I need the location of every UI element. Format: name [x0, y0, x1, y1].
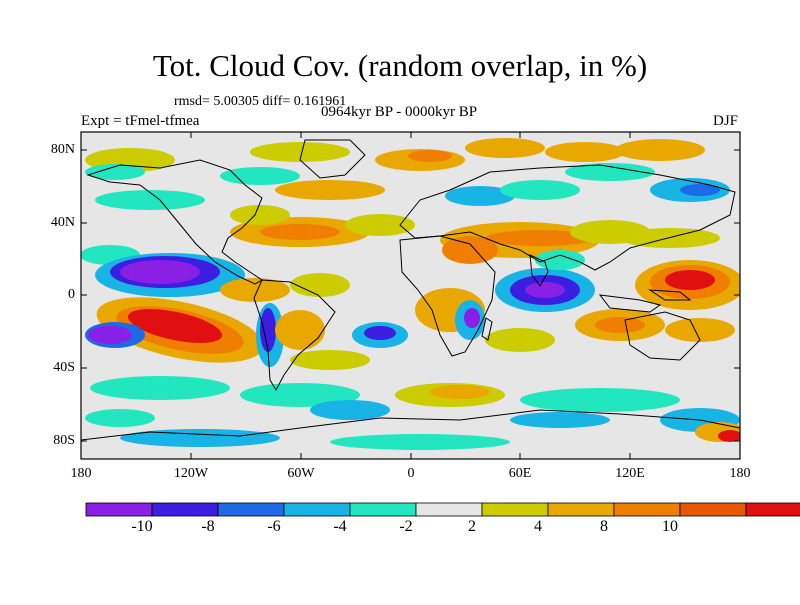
y-tick-label: 40S [53, 360, 75, 375]
colorbar-label: 10 [662, 518, 678, 535]
x-tick-label: 120W [173, 466, 209, 481]
season-label: DJF [712, 113, 738, 129]
colorbar-swatch [349, 502, 417, 517]
map-title: Tot. Cloud Cov. (random overlap, in %) [152, 48, 648, 83]
colorbar-label: 8 [600, 518, 608, 535]
colorbar-swatch [217, 502, 285, 517]
colorbar-swatch [679, 502, 747, 517]
axis-ticks [80, 132, 741, 459]
x-tick-label: 60E [508, 466, 532, 481]
y-tick-label: 80N [50, 142, 75, 157]
experiment-label: Expt = tFmel-tfmea [81, 113, 200, 129]
stats-text: rmsd= 5.00305 diff= 0.161961 [174, 94, 347, 109]
y-tick-label: 40N [50, 215, 75, 230]
colorbar-swatch [283, 502, 351, 517]
colorbar-label: -6 [267, 518, 281, 535]
colorbar-swatch [547, 502, 615, 517]
x-tick-label: 120E [615, 466, 645, 481]
colorbar-label: -2 [399, 518, 413, 535]
x-tick-label: 0 [407, 466, 415, 481]
x-tick-label: 180 [70, 466, 92, 481]
colorbar [85, 502, 800, 517]
period-text: 0964kyr BP - 0000kyr BP [321, 104, 478, 120]
x-tick-label: 60W [287, 466, 315, 481]
colorbar-swatch [613, 502, 681, 517]
y-tick-label: 80S [53, 433, 75, 448]
colorbar-label: 4 [534, 518, 542, 535]
colorbar-label: -8 [201, 518, 215, 535]
colorbar-swatch [151, 502, 219, 517]
cloud-anomaly-field [81, 138, 740, 450]
y-tick-label: 0 [68, 287, 75, 302]
coastlines [81, 139, 740, 441]
x-tick-label: 180 [729, 466, 751, 481]
colorbar-label: -10 [131, 518, 153, 535]
colorbar-label: -4 [333, 518, 347, 535]
colorbar-swatch [481, 502, 549, 517]
colorbar-swatch [415, 502, 483, 517]
colorbar-swatch [85, 502, 153, 517]
colorbar-swatch [745, 502, 800, 517]
colorbar-label: 2 [468, 518, 476, 535]
